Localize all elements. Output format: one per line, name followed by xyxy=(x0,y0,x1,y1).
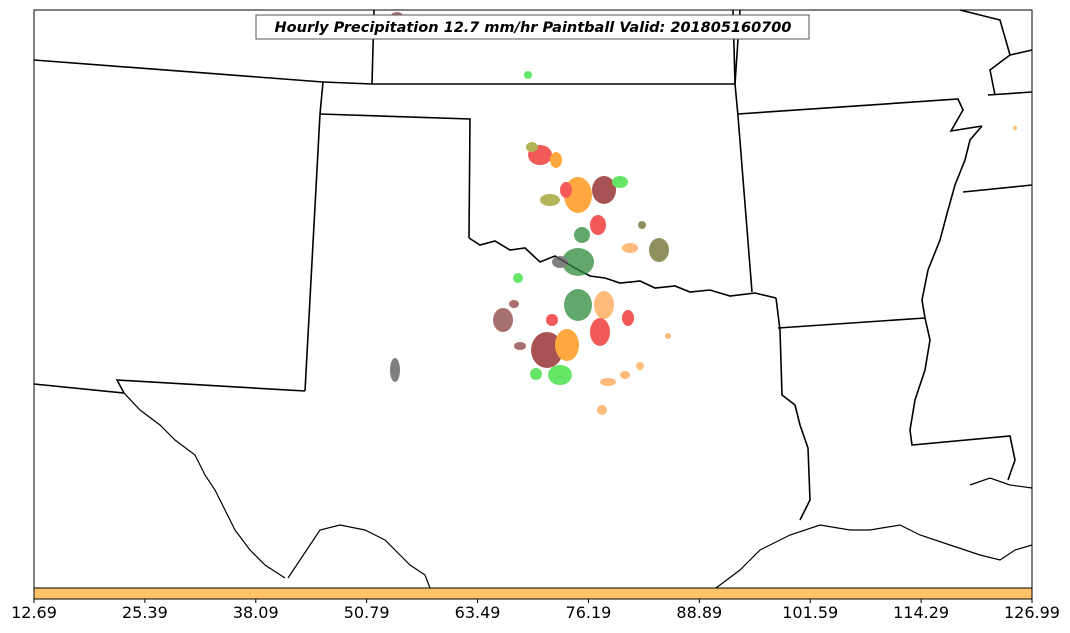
cell xyxy=(600,378,616,386)
missouri-south xyxy=(737,98,983,133)
cell xyxy=(526,142,538,152)
wyoming-colorado-line xyxy=(33,59,324,83)
cell xyxy=(493,308,513,332)
cell xyxy=(531,332,563,368)
cell xyxy=(612,176,628,188)
coastline xyxy=(123,392,1033,589)
colorado-east xyxy=(319,81,324,115)
colorbar-tick-label: 25.39 xyxy=(122,603,168,622)
cell xyxy=(524,71,532,79)
cell xyxy=(622,310,634,326)
cell xyxy=(636,362,644,370)
cell xyxy=(1013,126,1017,130)
cell xyxy=(665,333,671,339)
cell xyxy=(513,273,523,283)
colorbar-tick-label: 63.49 xyxy=(455,603,501,622)
map-panel xyxy=(33,9,1033,589)
cell xyxy=(552,256,568,268)
cell xyxy=(590,318,610,346)
colorbar-tick-label: 38.09 xyxy=(233,603,279,622)
colorbar-tick-label: 126.99 xyxy=(1004,603,1060,622)
title-background xyxy=(255,14,810,40)
cell xyxy=(594,291,614,319)
cell xyxy=(622,243,638,253)
colorbar-tick-label: 12.69 xyxy=(11,603,57,622)
colorbar-tick-label: 76.19 xyxy=(566,603,612,622)
cell xyxy=(514,342,526,350)
gulf-coast xyxy=(287,524,431,589)
oklahoma-east xyxy=(737,115,753,293)
cell xyxy=(649,238,669,262)
texas-coast xyxy=(715,524,1033,589)
louisiana-bayou xyxy=(969,477,1033,489)
cell xyxy=(546,314,558,326)
state-boundaries xyxy=(33,9,1033,521)
arkansas-south xyxy=(777,317,926,329)
cell xyxy=(597,405,607,415)
cell xyxy=(540,194,560,206)
texas-west-border xyxy=(123,392,286,579)
red-river xyxy=(468,237,777,299)
tennessee-north xyxy=(962,184,1033,193)
cell xyxy=(550,152,562,168)
colorbar-tick-label: 88.89 xyxy=(676,603,722,622)
cell xyxy=(548,365,572,385)
cell xyxy=(638,221,646,229)
cell xyxy=(509,300,519,308)
cell xyxy=(620,371,630,379)
kansas-south xyxy=(319,113,471,239)
cell xyxy=(390,358,400,382)
cell xyxy=(555,329,579,361)
cell xyxy=(592,176,616,204)
cell xyxy=(562,248,594,276)
cell xyxy=(564,289,592,321)
wisconsin-east xyxy=(1009,49,1033,56)
colorbar xyxy=(33,587,1033,600)
cell xyxy=(574,227,590,243)
new-mexico-south xyxy=(33,379,306,394)
colorbar-tick-label: 114.29 xyxy=(893,603,949,622)
colorbar-tick-label: 101.59 xyxy=(782,603,838,622)
map-title: Hourly Precipitation 12.7 mm/hr Paintbal… xyxy=(275,20,792,36)
cell xyxy=(590,215,606,235)
cell xyxy=(560,182,572,198)
colorbar-ticks: 12.69 25.39 38.09 50.79 63.49 76.19 88.89 101.5… xyxy=(11,599,1060,622)
mississippi-river xyxy=(909,125,1016,481)
new-mexico-east xyxy=(304,113,321,392)
map-title-box: Hourly Precipitation 12.7 mm/hr Paintbal… xyxy=(255,14,810,40)
colorbar-tick-label: 50.79 xyxy=(344,603,390,622)
texas-east xyxy=(775,297,811,521)
cell xyxy=(530,368,542,380)
kansas-missouri xyxy=(734,83,739,117)
precipitation-cells xyxy=(390,12,1017,415)
